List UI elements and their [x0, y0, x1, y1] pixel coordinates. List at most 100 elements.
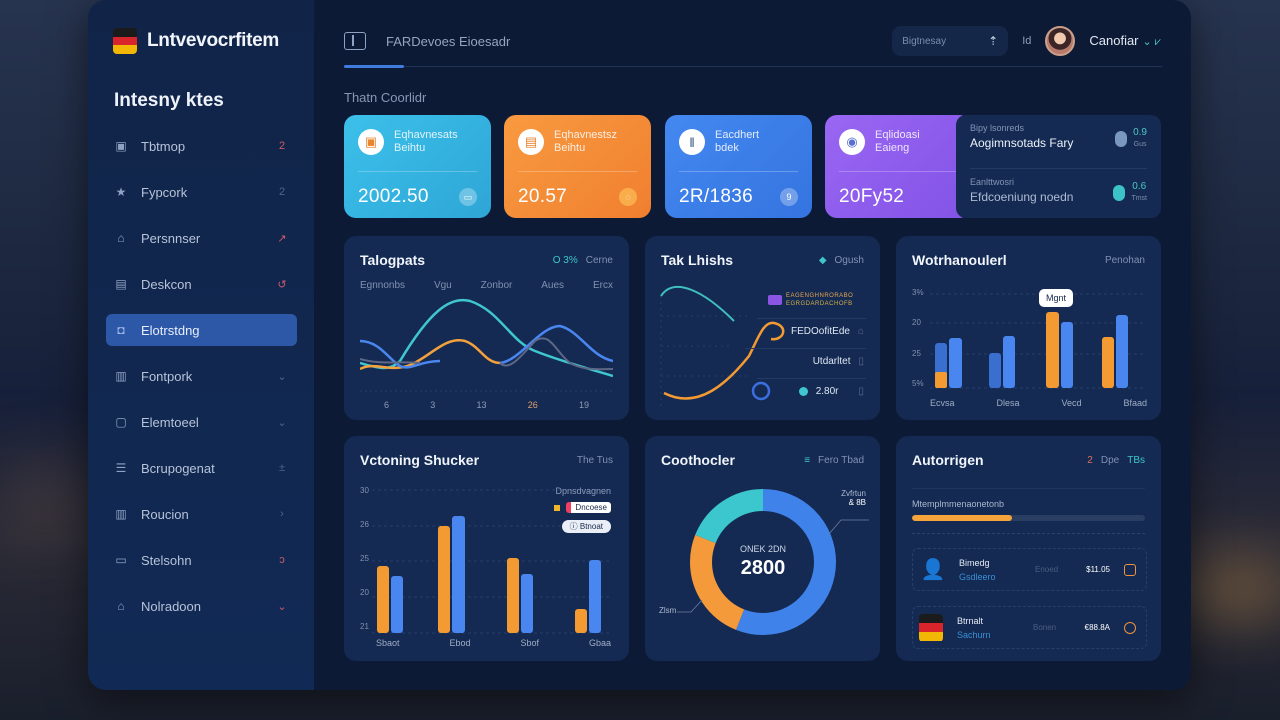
sidebar-item-8[interactable]: ▥ Roucion ›: [106, 498, 297, 530]
summary-row[interactable]: Eanlttwosri Efdcoeniung noedn 0.6 Tmst: [970, 168, 1147, 211]
entry-subtitle: Sachurn: [957, 629, 991, 640]
badge: ±: [278, 462, 286, 474]
stat-value: 20Fy52: [839, 186, 905, 207]
sidebar-item-10[interactable]: ⌂ Nolradoon ⌄: [106, 590, 297, 622]
card-meta[interactable]: Fero Tbad: [818, 454, 864, 466]
stat-value: 2R/1836: [679, 186, 753, 207]
stat-value: 20.57: [518, 186, 568, 207]
action-icon[interactable]: [1124, 621, 1136, 634]
avatar[interactable]: [1045, 26, 1076, 56]
y-label: 30: [360, 486, 369, 495]
task-code: EGRGDARDACHOFB: [786, 301, 853, 307]
callout-value: & 8B: [848, 498, 866, 507]
stat-card-0[interactable]: ▣ Eqhavnesats Beihtu 2002.50 ▭: [344, 115, 491, 218]
entry-status: Enoed: [1035, 565, 1059, 574]
home-icon: ⌂: [117, 231, 125, 245]
card-meta[interactable]: Cerne: [585, 254, 613, 266]
legend-item[interactable]: ⓘ Btnoat: [561, 520, 611, 533]
pin-icon[interactable]: ⇡: [988, 34, 999, 48]
sidebar-item-6[interactable]: ▢ Elemtoeel ⌄: [106, 406, 297, 438]
card-meta[interactable]: Ogush: [834, 254, 864, 266]
entry-subtitle: Gsdleero: [959, 571, 996, 582]
card-icon: ☰: [115, 461, 127, 475]
chevron-down-icon: ⌄: [277, 416, 287, 429]
star-icon: ★: [115, 185, 127, 199]
card-title: Vctoning Shucker: [360, 452, 480, 468]
sidebar-item-9[interactable]: ▭ Stelsohn ↄ: [106, 544, 297, 576]
legend-title: Dpnsdvagnen: [555, 486, 611, 496]
entry-title: Bimedg: [959, 557, 990, 568]
card-meta[interactable]: Dpe: [1100, 454, 1120, 466]
legend-item: Ercx: [592, 280, 613, 291]
sidebar-item-label: Fypcork: [141, 184, 188, 200]
task-header-row[interactable]: EAGENGHNRORABO EGRGDARDACHOFB: [768, 292, 853, 308]
y-label: 20: [912, 318, 921, 328]
sidebar-item-1[interactable]: ★ Fypcork 2: [106, 176, 297, 208]
action-icon[interactable]: [1124, 563, 1136, 576]
sidebar-item-2[interactable]: ⌂ Persnnser ↗: [106, 222, 297, 254]
user-menu[interactable]: Canofiar ⌄ ⩗: [1089, 33, 1161, 49]
list-item[interactable]: Btrnalt Sachurn Bonen €88.8A: [912, 606, 1147, 649]
card-meta[interactable]: Penohan: [1104, 254, 1145, 266]
task-row[interactable]: 2.80r ▯: [798, 386, 864, 397]
divider: [757, 318, 866, 319]
sidebar-item-7[interactable]: ☰ Bcrupogenat ±: [106, 452, 297, 484]
legend-item[interactable]: Dncoese: [554, 502, 611, 513]
info-icon: ⓘ: [569, 522, 580, 531]
stat-sublabel: bdek: [715, 142, 739, 154]
sidebar-toggle-icon[interactable]: [344, 32, 366, 50]
divider: [745, 348, 866, 349]
y-label: 5%: [912, 378, 924, 388]
calendar-icon: ▤: [115, 277, 127, 291]
y-label: 20: [360, 588, 369, 597]
badge: ↄ: [279, 554, 285, 566]
divider: [518, 171, 637, 172]
donut-callout: Zvfrtun & 8B: [841, 489, 866, 507]
stat-card-3[interactable]: ◉ Eqlidoasi Eaieng 20Fy52: [825, 115, 972, 218]
callout-line: [677, 599, 703, 613]
card-meta[interactable]: TBs: [1127, 454, 1145, 466]
sidebar-item-5[interactable]: ▥ Fontpork ⌄: [106, 360, 297, 392]
x-label: Ebod: [449, 638, 471, 648]
sidebar-item-3[interactable]: ▤ Deskcon ↺: [106, 268, 297, 300]
notification-indicator[interactable]: Id: [1022, 35, 1032, 47]
sidebar-item-0[interactable]: ▣ Tbtmop 2: [106, 130, 297, 162]
task-row[interactable]: Utdarltet ▯: [813, 356, 864, 367]
shield-icon: [1113, 185, 1126, 201]
callout-label: Zvfrtun: [841, 489, 866, 498]
chat-icon[interactable]: ▭: [459, 188, 477, 206]
sidebar-item-label: Bcrupogenat: [141, 460, 215, 476]
search-input[interactable]: Bigtnesay ⇡: [892, 26, 1009, 56]
refresh-icon[interactable]: ◌: [619, 188, 637, 206]
box-icon: ▢: [115, 415, 127, 429]
active-tab-indicator: [344, 65, 404, 68]
sidebar-item-label: Fontpork: [141, 368, 193, 384]
y-label: 25: [912, 348, 921, 358]
stat-card-2[interactable]: ‖ Eacdhert bdek 2R/1836 9: [665, 115, 812, 218]
sidebar-item-label: Elotrstdng: [141, 322, 200, 338]
sidebar-nav: ▣ Tbtmop 2 ★ Fypcork 2 ⌂ Persnnser ↗ ▤ D…: [106, 130, 297, 636]
stat-value: 2002.50: [358, 186, 429, 207]
y-axis-labels: 3% 20 25 5%: [912, 288, 924, 388]
task-card: Tak Lhishs ◆ Ogush EAGENGHNRORABO EGRGDARD…: [645, 236, 880, 420]
chart-window-icon: ▣: [115, 139, 127, 153]
info-icon[interactable]: 9: [780, 188, 798, 206]
summary-card: Bipy lsonreds Aogimnsotads Fary 0.9 Gus E…: [956, 115, 1161, 218]
mortarboard-icon: ⌂: [117, 599, 125, 613]
card-title: Talogpats: [360, 252, 426, 268]
x-label: Bfaad: [1123, 398, 1147, 408]
card-title: Coothocler: [661, 452, 735, 468]
tab-title[interactable]: FARDevoes Eioesadr: [386, 33, 511, 49]
list-item[interactable]: 👤 Bimedg Gsdleero Enoed $11.05: [912, 548, 1147, 591]
badge: 2: [278, 186, 286, 198]
sidebar-item-label: Nolradoon: [141, 598, 201, 614]
card-meta[interactable]: The Tus: [576, 454, 613, 466]
brand[interactable]: Lntvevocrfitem: [113, 28, 279, 54]
task-code: EAGENGHNRORABO: [786, 293, 854, 299]
x-label: 13: [476, 400, 487, 410]
sidebar-item-label: Deskcon: [141, 276, 192, 292]
summary-row[interactable]: Bipy lsonreds Aogimnsotads Fary 0.9 Gus: [970, 123, 1147, 166]
stat-card-1[interactable]: ▤ Eqhavnestsz Beihtu 20.57 ◌: [504, 115, 651, 218]
sidebar-item-4[interactable]: ◘ Elotrstdng: [106, 314, 297, 346]
task-row[interactable]: FEDOofitEde ⌂: [791, 326, 864, 337]
